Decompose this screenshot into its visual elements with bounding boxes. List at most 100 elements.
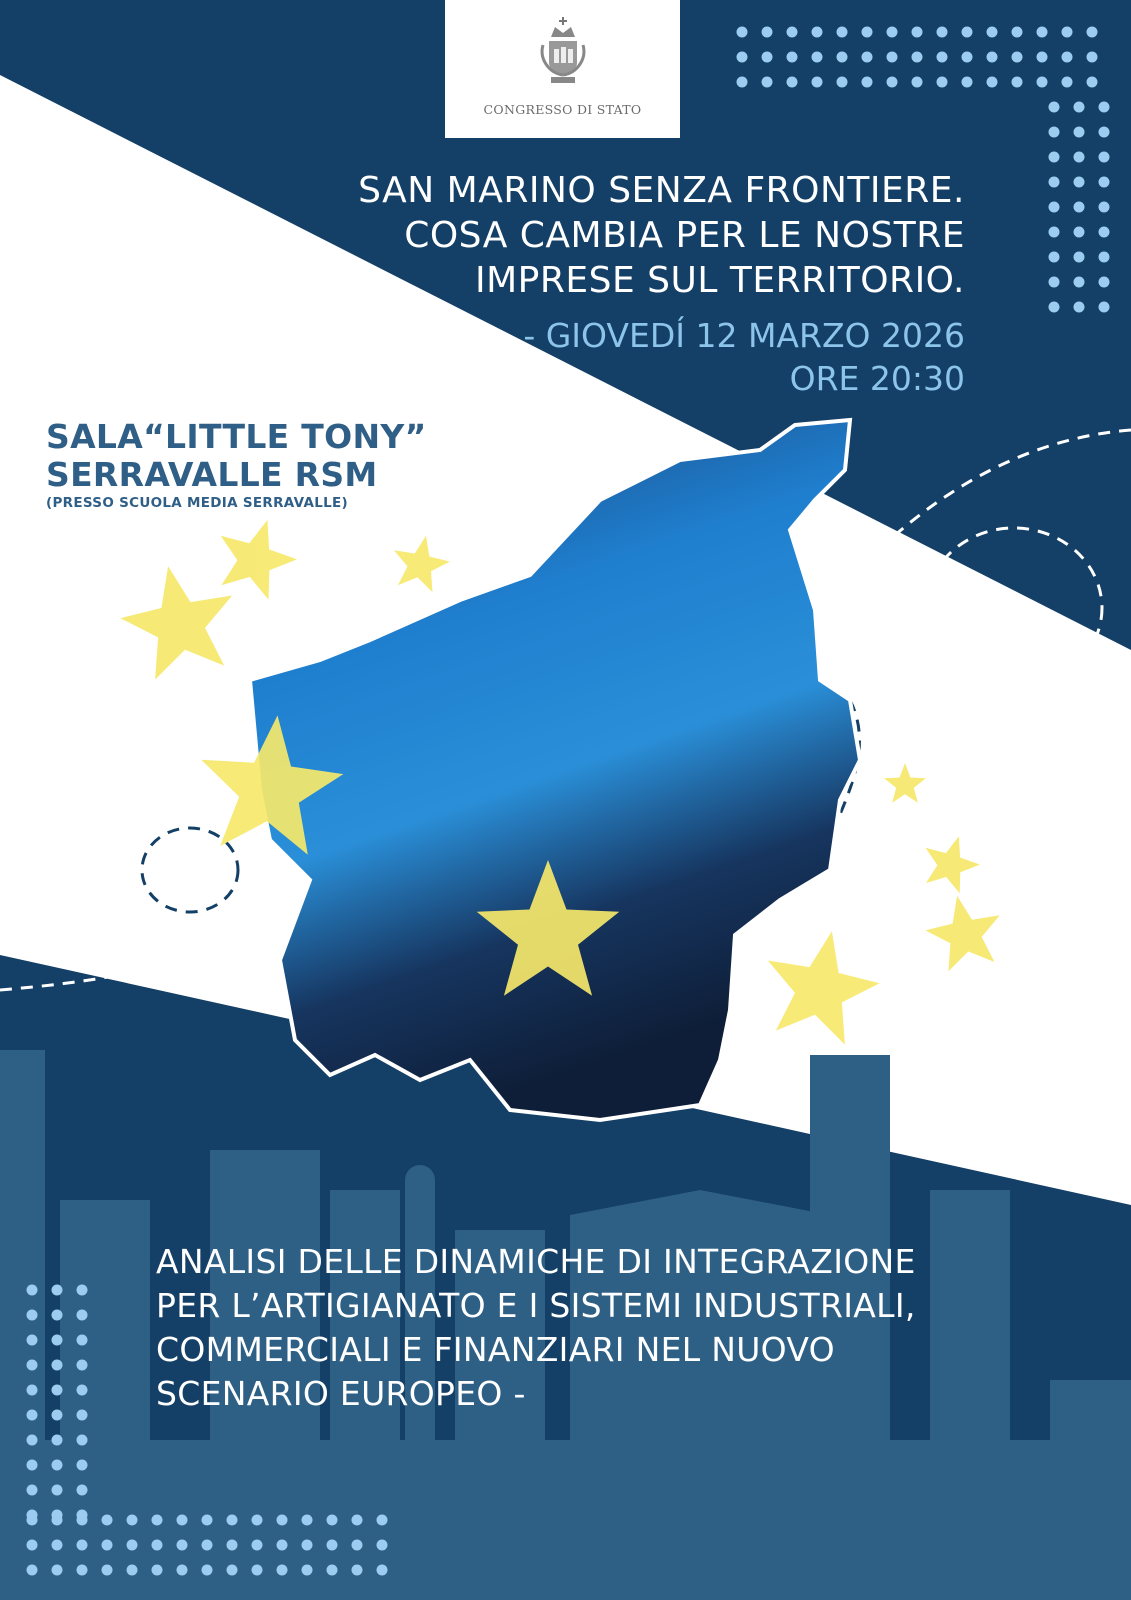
dot [51, 1334, 63, 1346]
dot [986, 51, 998, 63]
dot [1048, 301, 1060, 313]
dot [176, 1514, 188, 1526]
dot [1036, 26, 1048, 38]
dot [351, 1514, 363, 1526]
dot [26, 1434, 38, 1446]
dot [811, 26, 823, 38]
dot [126, 1539, 138, 1551]
dot [51, 1539, 63, 1551]
dot [326, 1564, 338, 1576]
dot [1048, 201, 1060, 213]
dot [1048, 151, 1060, 163]
dot [886, 76, 898, 88]
dot [276, 1514, 288, 1526]
dot [1011, 76, 1023, 88]
dot [376, 1564, 388, 1576]
dot [1073, 276, 1085, 288]
dot [126, 1564, 138, 1576]
dot [886, 51, 898, 63]
dot [51, 1434, 63, 1446]
dot [836, 26, 848, 38]
event-datetime: - GIOVEDÍ 12 MARZO 2026 ORE 20:30 [523, 314, 965, 400]
dot [301, 1564, 313, 1576]
dot [786, 76, 798, 88]
description-line: PER L’ARTIGIANATO E I SISTEMI INDUSTRIAL… [156, 1286, 916, 1325]
dot [26, 1484, 38, 1496]
dot [1061, 51, 1073, 63]
dot [936, 51, 948, 63]
dot [176, 1539, 188, 1551]
dot [301, 1539, 313, 1551]
dot [226, 1564, 238, 1576]
dot [51, 1564, 63, 1576]
event-title: SAN MARINO SENZA FRONTIERE. COSA CAMBIA … [358, 168, 965, 303]
dot [1048, 226, 1060, 238]
dot [326, 1539, 338, 1551]
dot [1098, 176, 1110, 188]
dot [861, 76, 873, 88]
dot [1048, 276, 1060, 288]
decorative-dot-grid-top-right [736, 26, 1110, 313]
dot [1061, 26, 1073, 38]
dot [276, 1564, 288, 1576]
dot [761, 51, 773, 63]
dot [76, 1334, 88, 1346]
dot [26, 1284, 38, 1296]
dot [26, 1334, 38, 1346]
dot [51, 1409, 63, 1421]
dot [1098, 151, 1110, 163]
dot [1073, 226, 1085, 238]
star-icon [120, 566, 233, 680]
dot [836, 51, 848, 63]
dot [76, 1284, 88, 1296]
dot [886, 26, 898, 38]
dot [1073, 126, 1085, 138]
dot [26, 1459, 38, 1471]
dot [176, 1564, 188, 1576]
dot [1086, 51, 1098, 63]
dot [1011, 26, 1023, 38]
dot [326, 1514, 338, 1526]
dot [1098, 276, 1110, 288]
dot [1098, 201, 1110, 213]
event-date: - GIOVEDÍ 12 MARZO 2026 [523, 316, 965, 355]
dot [736, 26, 748, 38]
dot [251, 1514, 263, 1526]
dot [761, 76, 773, 88]
dot [51, 1309, 63, 1321]
dot [786, 26, 798, 38]
dot [226, 1539, 238, 1551]
dot [1098, 301, 1110, 313]
event-time: ORE 20:30 [789, 359, 965, 398]
eu-stars [120, 519, 1000, 1045]
dot [51, 1384, 63, 1396]
city-skyline [0, 1050, 1131, 1600]
dot [986, 26, 998, 38]
san-marino-map-europe-image [247, 417, 863, 1123]
star-icon [767, 931, 880, 1045]
dot [276, 1539, 288, 1551]
dot [1073, 176, 1085, 188]
dot [51, 1514, 63, 1526]
dot [961, 76, 973, 88]
dot [736, 76, 748, 88]
dot [1086, 26, 1098, 38]
dot [151, 1539, 163, 1551]
title-line: IMPRESE SUL TERRITORIO. [474, 260, 965, 301]
san-marino-coat-of-arms-icon [540, 17, 586, 83]
dot [761, 26, 773, 38]
dot [961, 51, 973, 63]
dot [376, 1539, 388, 1551]
dot [786, 51, 798, 63]
dot [201, 1564, 213, 1576]
dot [76, 1564, 88, 1576]
dot [151, 1514, 163, 1526]
dot [51, 1284, 63, 1296]
dot [26, 1564, 38, 1576]
dot [1086, 76, 1098, 88]
dot [1098, 251, 1110, 263]
dot [351, 1539, 363, 1551]
dot [251, 1564, 263, 1576]
dot [911, 26, 923, 38]
dot [76, 1409, 88, 1421]
